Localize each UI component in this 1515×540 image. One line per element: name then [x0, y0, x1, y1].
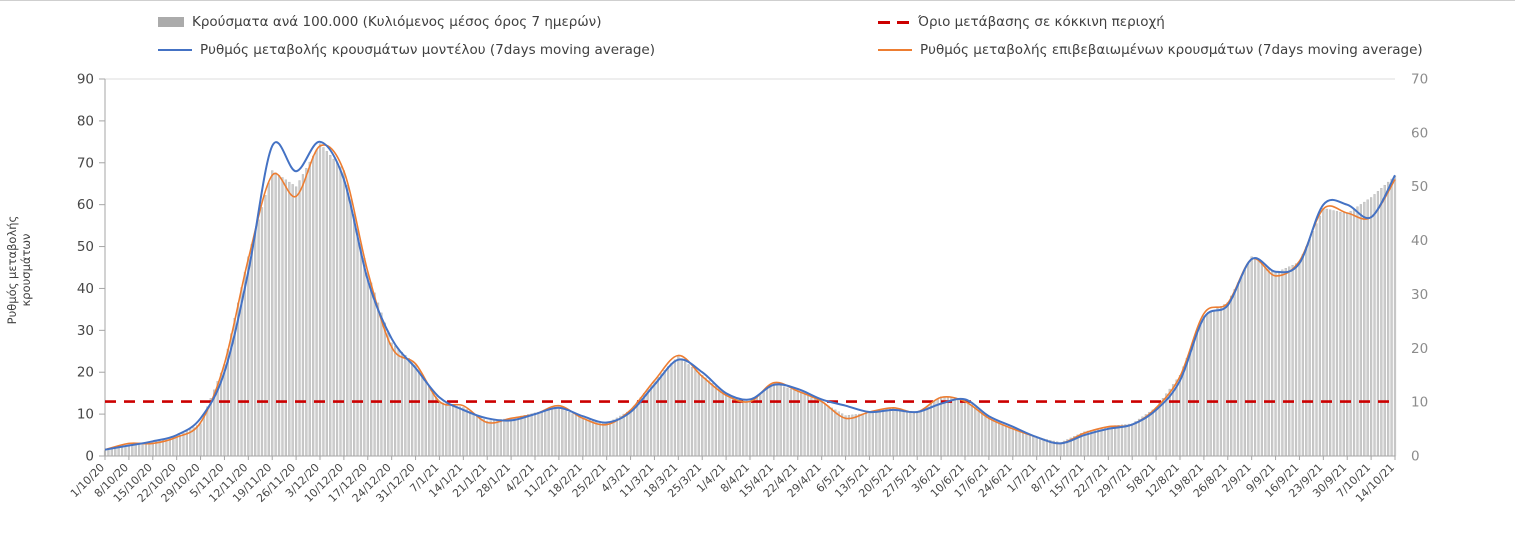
svg-text:40: 40 [1411, 233, 1428, 249]
left-axis-ticks: 0 10 20 30 40 50 60 70 80 90 [77, 72, 105, 465]
svg-text:10: 10 [77, 407, 94, 423]
legend-label-model-rate: Ρυθμός μεταβολής κρουσμάτων μοντέλου (7d… [200, 42, 656, 58]
x-axis-ticks: 1/10/208/10/2015/10/2022/10/2029/10/205/… [68, 456, 1397, 505]
svg-text:20: 20 [77, 365, 94, 381]
svg-text:50: 50 [1411, 179, 1428, 195]
legend-item-confirmed-rate: Ρυθμός μεταβολής επιβεβαιωμένων κρουσμάτ… [878, 42, 1423, 58]
legend-item-cases-bars: Κρούσματα ανά 100.000 (Κυλιόμενος μέσος … [158, 14, 601, 30]
right-axis-ticks: 0 10 20 30 40 50 60 70 [1411, 72, 1428, 465]
legend-label-confirmed-rate: Ρυθμός μεταβολής επιβεβαιωμένων κρουσμάτ… [920, 42, 1423, 58]
svg-text:60: 60 [1411, 125, 1428, 141]
blue-line-swatch-icon [158, 49, 192, 51]
legend-item-threshold: Όριο μετάβασης σε κόκκινη περιοχή [878, 14, 1165, 30]
svg-text:80: 80 [77, 113, 94, 129]
svg-text:20: 20 [1411, 341, 1428, 357]
svg-text:70: 70 [1411, 72, 1428, 88]
legend-item-model-rate: Ρυθμός μεταβολής κρουσμάτων μοντέλου (7d… [158, 42, 655, 58]
svg-text:40: 40 [77, 281, 94, 297]
svg-text:50: 50 [77, 239, 94, 255]
svg-text:60: 60 [77, 197, 94, 213]
svg-text:0: 0 [85, 449, 94, 465]
svg-text:0: 0 [1411, 449, 1420, 465]
svg-text:30: 30 [1411, 287, 1428, 303]
bars-series [103, 143, 1397, 457]
svg-text:70: 70 [77, 155, 94, 171]
svg-text:10: 10 [1411, 395, 1428, 411]
orange-line-swatch-icon [878, 49, 912, 51]
dashed-line-swatch-icon [878, 20, 910, 24]
confirmed-rate-line [104, 144, 1396, 451]
model-rate-line [104, 140, 1396, 451]
svg-text:90: 90 [77, 72, 94, 88]
svg-text:30: 30 [77, 323, 94, 339]
legend-label-cases-bars: Κρούσματα ανά 100.000 (Κυλιόμενος μέσος … [192, 14, 602, 30]
bar-swatch-icon [158, 17, 184, 27]
legend-label-threshold: Όριο μετάβασης σε κόκκινη περιοχή [918, 14, 1165, 30]
